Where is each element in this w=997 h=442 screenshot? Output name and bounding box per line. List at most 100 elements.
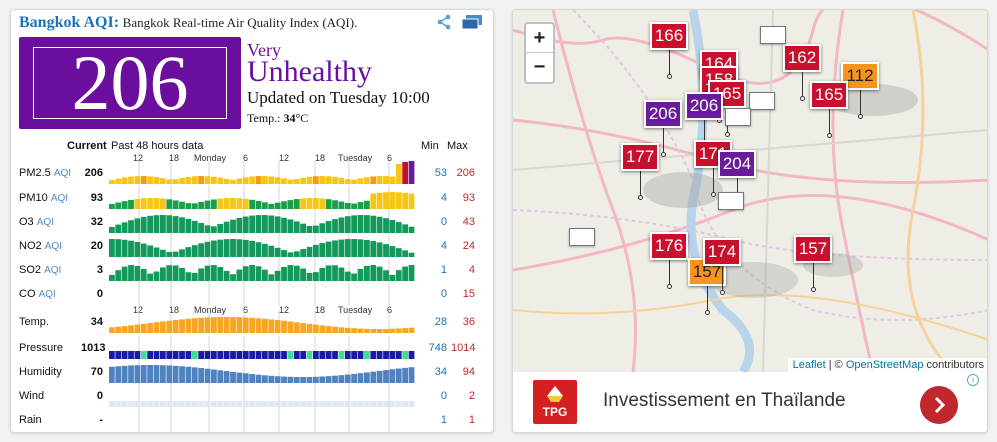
ad-text[interactable]: Investissement en Thaïlande — [603, 390, 846, 411]
sparkline[interactable] — [109, 234, 415, 258]
sparkline-bar — [262, 215, 268, 233]
tick-label: 18 — [315, 153, 326, 163]
city-link[interactable]: Bangkok AQI: — [19, 14, 120, 31]
sparkline-bar — [351, 273, 358, 281]
sparkline-bar — [332, 200, 338, 209]
sparkline-bar — [134, 242, 141, 257]
station-marker[interactable]: 177 — [621, 143, 659, 171]
sparkline-bar — [140, 323, 147, 333]
sparkline-bar — [223, 221, 230, 233]
sparkline[interactable] — [109, 186, 415, 210]
sparkline-bar — [383, 218, 389, 233]
tpg-logo[interactable]: TPG — [533, 380, 577, 424]
map-panel: 1661641581651621121652062061771712041761… — [512, 9, 988, 433]
sparkline[interactable] — [109, 360, 415, 384]
sparkline-bar — [395, 351, 402, 359]
sparkline[interactable] — [109, 336, 415, 360]
sparkline-bar — [306, 401, 313, 407]
sparkline-bar — [204, 368, 211, 383]
widget-icon[interactable] — [461, 14, 483, 30]
sparkline-bar — [389, 401, 396, 407]
station-marker[interactable]: 174 — [703, 238, 741, 266]
min-header: Min — [421, 140, 439, 152]
sparkline[interactable] — [109, 408, 415, 432]
sparkline-bar — [128, 351, 134, 359]
row-max: 24 — [462, 240, 475, 252]
sparkline[interactable] — [109, 258, 415, 282]
row-min: 1 — [440, 414, 447, 426]
data-row: NO2 AQI 20 4 24 — [11, 234, 493, 258]
offline-station-marker[interactable] — [569, 228, 595, 246]
data-row: Wind 0 0 2 — [11, 384, 493, 408]
offline-station-marker[interactable] — [760, 26, 786, 44]
row-max: 94 — [462, 366, 475, 378]
sparkline-bar — [281, 351, 287, 359]
offline-station-marker[interactable] — [718, 192, 744, 210]
map[interactable]: 1661641581651621121652062061771712041761… — [513, 10, 988, 372]
sparkline-bar — [185, 176, 192, 184]
station-marker[interactable]: 176 — [650, 232, 688, 260]
ad-info-icon[interactable]: i — [967, 374, 979, 386]
marker-pin-dot — [667, 74, 672, 79]
sparkline-bar — [332, 219, 338, 233]
aqi-level-line2: Unhealthy — [247, 55, 372, 88]
sparkline-bar — [300, 377, 307, 383]
zoom-in-button[interactable]: + — [526, 24, 553, 53]
row-current: 34 — [90, 316, 103, 328]
sparkline-bar — [268, 215, 275, 233]
station-marker[interactable]: 204 — [718, 150, 756, 178]
sparkline-bar — [191, 203, 198, 209]
sparkline-bar — [376, 370, 383, 383]
sparkline[interactable] — [109, 282, 415, 306]
share-icon[interactable] — [437, 14, 451, 30]
sparkline-bar — [121, 326, 128, 333]
sparkline[interactable] — [109, 161, 415, 185]
map-base[interactable] — [513, 10, 988, 372]
sparkline-bar — [319, 267, 326, 281]
station-marker[interactable]: 162 — [783, 44, 821, 72]
zoom-out-button[interactable]: − — [533, 56, 546, 78]
sparkline-bar — [242, 317, 249, 333]
sparkline[interactable] — [109, 210, 415, 234]
sparkline-bar — [179, 401, 185, 407]
station-marker[interactable]: 206 — [644, 100, 682, 128]
station-marker[interactable]: 206 — [685, 92, 723, 120]
sparkline-bar — [204, 225, 211, 233]
sparkline-bar — [313, 401, 319, 407]
sparkline-bar — [274, 270, 281, 281]
sparkline-bar — [376, 216, 383, 233]
sparkline-bar — [408, 161, 415, 184]
sparkline-bar — [140, 216, 147, 233]
sparkline-bar — [198, 243, 205, 257]
sparkline-bar — [255, 266, 262, 281]
row-name: CO AQI — [19, 288, 56, 300]
sparkline-bar — [338, 267, 345, 281]
sparkline-bar — [166, 265, 173, 281]
sparkline-bar — [153, 177, 160, 184]
station-marker[interactable]: 165 — [810, 81, 848, 109]
sparkline[interactable] — [109, 384, 415, 408]
sparkline-bar — [147, 273, 154, 281]
sparkline-bar — [236, 269, 243, 281]
ad-banner[interactable]: TPG Investissement en Thaïlande i — [513, 372, 987, 432]
sparkline-bar — [332, 401, 338, 407]
temp-label: Temp.: — [247, 111, 281, 125]
sparkline-bar — [147, 401, 154, 407]
offline-station-marker[interactable] — [749, 92, 775, 110]
sparkline-bar — [223, 371, 230, 383]
sparkline-bar — [185, 401, 192, 407]
sparkline[interactable] — [109, 310, 415, 334]
sparkline-bar — [300, 223, 307, 233]
sparkline-bar — [147, 245, 154, 257]
sparkline-bar — [217, 317, 224, 333]
station-marker[interactable]: 157 — [794, 235, 832, 263]
station-marker[interactable]: 166 — [650, 22, 688, 50]
ad-arrow-button[interactable] — [920, 386, 958, 424]
sparkline-bar — [223, 239, 230, 257]
leaflet-link[interactable]: Leaflet — [792, 359, 826, 371]
osm-link[interactable]: OpenStreetMap — [845, 359, 924, 371]
offline-station-marker[interactable] — [725, 108, 751, 126]
tick-label: 18 — [315, 305, 326, 315]
sparkline-bar — [395, 248, 402, 257]
tick-label: 12 — [133, 305, 144, 315]
